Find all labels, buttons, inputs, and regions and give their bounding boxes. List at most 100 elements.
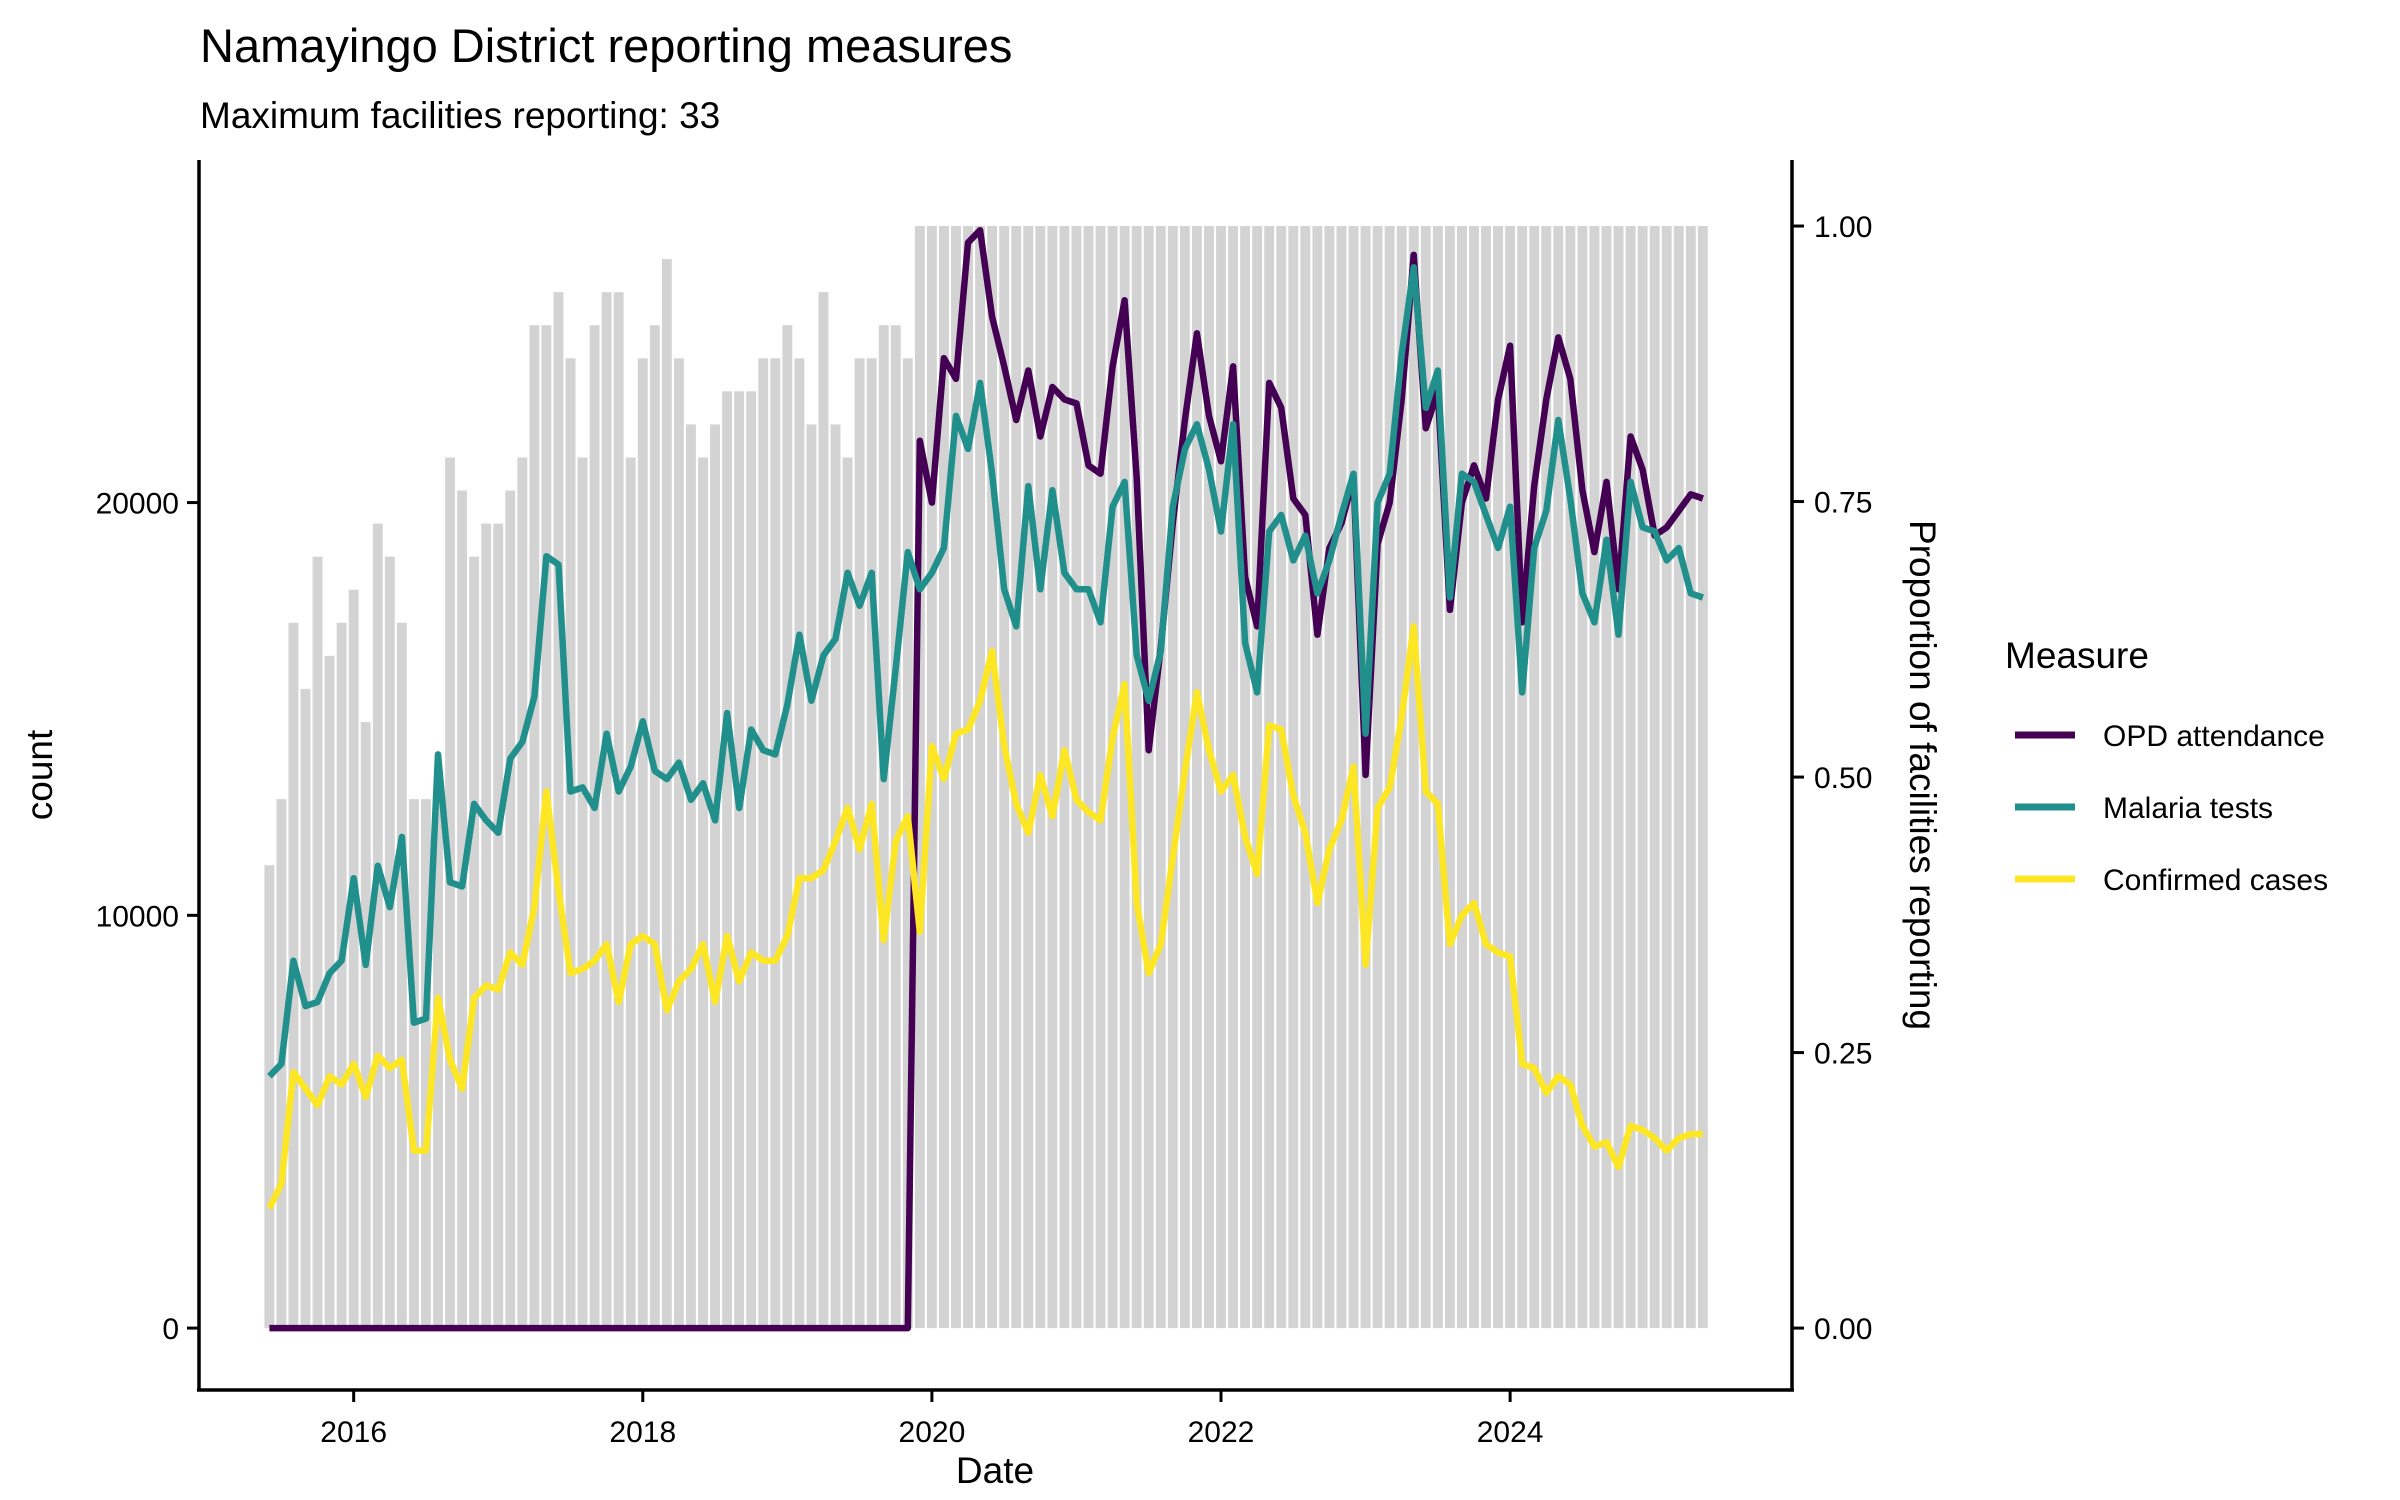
series-line-malaria-tests: [267, 264, 1704, 1079]
proportion-bar: [649, 325, 660, 1329]
proportion-bar: [1613, 226, 1624, 1329]
proportion-bar: [372, 523, 383, 1329]
proportion-bar: [1071, 226, 1082, 1329]
proportion-bar: [493, 523, 504, 1329]
proportion-bar: [1432, 226, 1443, 1329]
proportion-bar: [1529, 226, 1540, 1329]
proportion-bar: [517, 457, 528, 1329]
proportion-bar: [312, 556, 323, 1329]
proportion-bar: [758, 358, 769, 1329]
chart-title: Namayingo District reporting measures: [200, 19, 1012, 72]
chart-subtitle: Maximum facilities reporting: 33: [200, 95, 720, 136]
proportion-bar: [1143, 226, 1154, 1329]
series-line-opd-attendance: [269, 226, 1704, 1332]
proportion-bar: [1444, 226, 1455, 1329]
legend-label: Confirmed cases: [2103, 864, 2328, 897]
proportion-bar: [384, 556, 395, 1329]
proportion-bar: [1023, 226, 1034, 1329]
proportion-bar: [1396, 226, 1407, 1329]
proportion-bar: [1505, 226, 1516, 1329]
proportion-bar: [1191, 226, 1202, 1329]
proportion-bar: [1493, 226, 1504, 1329]
proportion-bar: [589, 325, 600, 1329]
proportion-bar: [1336, 226, 1347, 1329]
proportion-bar: [613, 292, 624, 1329]
proportion-bar: [1697, 226, 1708, 1329]
proportion-bar: [1408, 226, 1419, 1329]
legend-label: Malaria tests: [2103, 792, 2273, 825]
x-axis-label: Date: [956, 1450, 1034, 1491]
proportion-bar: [1469, 226, 1479, 1329]
proportion-bar: [866, 358, 877, 1329]
y-tick-label: 0: [162, 1313, 179, 1346]
proportion-bar: [324, 655, 335, 1329]
proportion-bar: [1553, 226, 1564, 1329]
proportion-bar: [673, 358, 684, 1329]
proportion-bar: [1649, 226, 1660, 1329]
proportion-bar: [1637, 226, 1648, 1329]
y-tick-label: 20000: [96, 488, 179, 521]
y2-tick-label: 0.75: [1814, 487, 1872, 520]
proportion-bar: [553, 292, 564, 1329]
proportion-bar: [710, 424, 721, 1329]
proportion-bar: [637, 358, 648, 1329]
y-axis-ticks: 0 10000 20000: [96, 488, 199, 1346]
x-tick-label: 2024: [1477, 1416, 1544, 1449]
proportion-bar: [842, 457, 853, 1329]
proportion-bar: [963, 226, 973, 1329]
proportion-bar: [565, 358, 576, 1329]
proportion-bar: [818, 292, 829, 1329]
proportion-bar: [698, 457, 708, 1329]
proportion-bar: [951, 226, 961, 1329]
proportion-bar: [1372, 226, 1383, 1329]
proportion-bar: [1155, 226, 1166, 1329]
y2-tick-label: 0.00: [1814, 1313, 1872, 1346]
y2-tick-label: 0.50: [1814, 762, 1872, 795]
bars-layer: [264, 226, 1708, 1329]
proportion-bar: [1119, 226, 1130, 1329]
y2-axis-label: Proportion of facilities reporting: [1902, 520, 1943, 1030]
proportion-bar: [469, 556, 480, 1329]
proportion-bar: [577, 457, 588, 1329]
proportion-bar: [1517, 226, 1528, 1329]
legend-title: Measure: [2005, 635, 2149, 676]
x-tick-label: 2022: [1188, 1416, 1255, 1449]
proportion-bar: [1240, 226, 1251, 1329]
proportion-bar: [782, 325, 793, 1329]
proportion-bar: [1565, 226, 1576, 1329]
proportion-bar: [1456, 226, 1467, 1329]
proportion-bar: [445, 457, 455, 1329]
proportion-bar: [975, 226, 986, 1329]
proportion-bar: [348, 589, 359, 1329]
proportion-bar: [1216, 226, 1226, 1329]
proportion-bar: [1252, 226, 1263, 1329]
proportion-bar: [433, 799, 443, 1329]
y2-axis-ticks: 0.00 0.25 0.50 0.75 1.00: [1792, 211, 1872, 1346]
proportion-bar: [987, 226, 998, 1329]
proportion-bar: [1481, 226, 1491, 1329]
proportion-bar: [1095, 226, 1106, 1329]
proportion-bar: [1131, 226, 1142, 1329]
proportion-bar: [1625, 226, 1636, 1329]
y-tick-label: 10000: [96, 900, 179, 933]
proportion-bar: [1204, 226, 1214, 1329]
proportion-bar: [457, 490, 468, 1329]
proportion-bar: [625, 457, 636, 1329]
proportion-bar: [1059, 226, 1070, 1329]
y2-tick-label: 0.25: [1814, 1038, 1872, 1071]
proportion-bar: [914, 226, 925, 1329]
proportion-bar: [421, 799, 431, 1329]
proportion-bar: [1685, 226, 1696, 1329]
proportion-bar: [541, 325, 552, 1329]
proportion-bar: [830, 424, 841, 1329]
proportion-bar: [722, 391, 733, 1329]
proportion-bar: [408, 799, 419, 1329]
proportion-bar: [661, 259, 672, 1329]
proportion-bar: [890, 325, 901, 1329]
proportion-bar: [794, 358, 805, 1329]
proportion-bar: [1661, 226, 1672, 1329]
x-tick-label: 2018: [609, 1416, 676, 1449]
proportion-bar: [1264, 226, 1275, 1329]
proportion-bar: [1047, 226, 1058, 1329]
